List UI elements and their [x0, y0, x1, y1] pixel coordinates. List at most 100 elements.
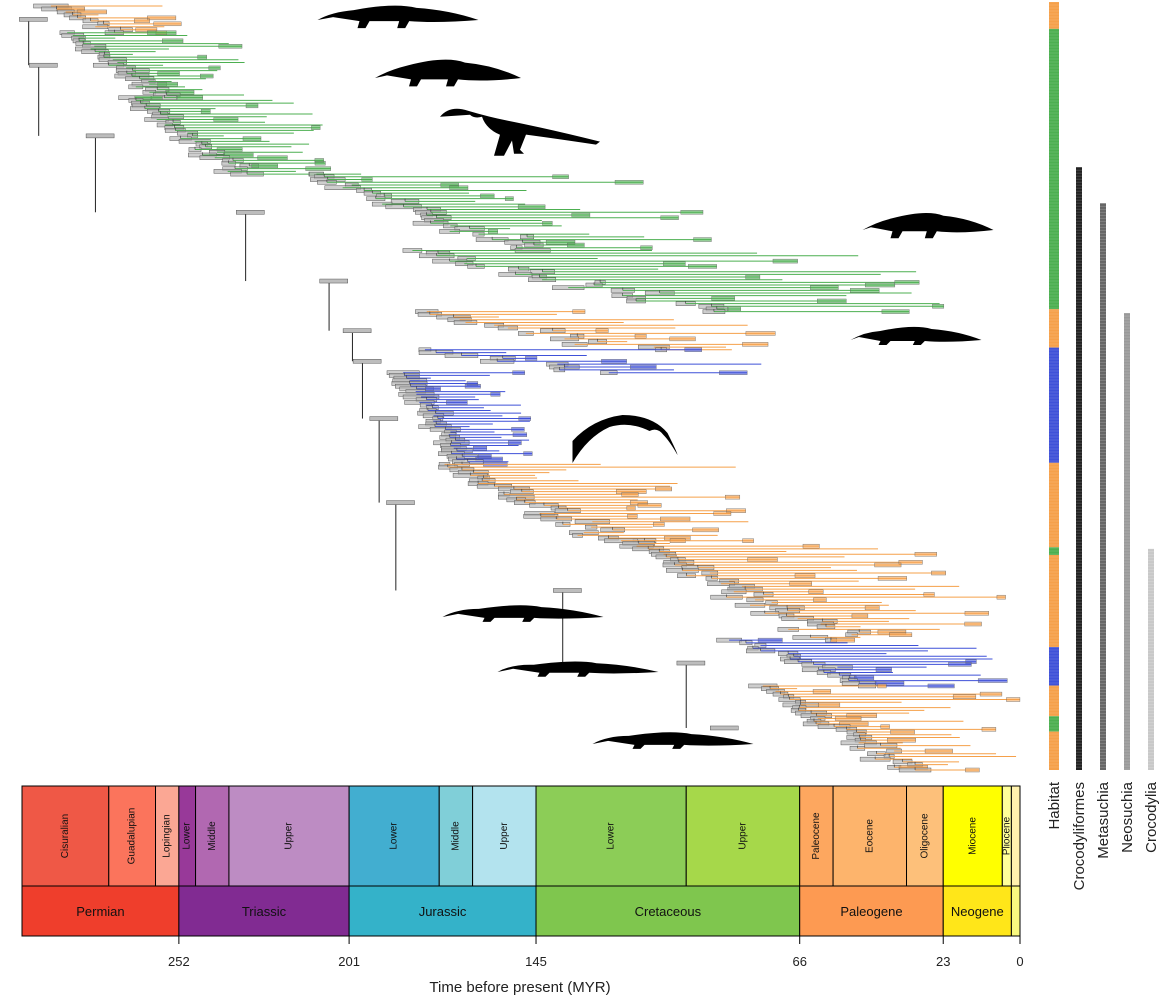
tip-range-bar	[931, 570, 946, 576]
tip-range-bar	[727, 306, 741, 312]
tip-range-bar	[711, 296, 735, 301]
tip-range-bar	[817, 298, 847, 304]
epoch-label: Middle	[450, 821, 461, 851]
tip-range-bar	[726, 508, 746, 513]
tip-range-bar	[927, 683, 955, 689]
clade-age-bar	[85, 133, 115, 139]
tip-range-bar	[979, 691, 1003, 697]
epoch-label: Lower	[606, 822, 617, 850]
period-label: Paleogene	[840, 904, 902, 919]
tip-range-bar	[834, 716, 862, 721]
epoch-label: Upper	[737, 822, 748, 850]
tip-range-bar	[996, 594, 1006, 600]
tip-range-bar	[874, 562, 902, 568]
epoch-label: Upper	[499, 822, 510, 850]
epoch-label: Lower	[182, 822, 193, 850]
tip-range-bar	[488, 229, 498, 234]
tip-range-bar	[480, 193, 495, 199]
tip-range-bar	[508, 440, 522, 446]
tip-range-bar	[846, 713, 877, 718]
tip-range-bar	[512, 432, 528, 437]
tip-range-bar	[880, 724, 890, 729]
clade-age-bar	[319, 278, 349, 284]
period-box	[799, 885, 944, 937]
tip-range-bar	[964, 611, 989, 616]
tip-range-bar	[200, 73, 214, 79]
tip-range-bar	[523, 451, 533, 456]
clade-marine	[352, 347, 762, 375]
tip-range-bar	[745, 331, 776, 336]
tip-range-bar	[595, 328, 609, 333]
clade-marine	[676, 637, 1008, 689]
clade-terrestrial	[85, 95, 331, 177]
tip-range-bar	[747, 557, 778, 562]
epoch-box	[1010, 785, 1021, 887]
clade-freshwater	[710, 683, 1021, 773]
tip-range-bar	[446, 400, 468, 405]
clade-terrestrial	[236, 171, 712, 253]
tip-range-bar	[818, 702, 841, 708]
tip-range-bar	[218, 44, 243, 49]
tip-range-bar	[637, 503, 662, 508]
habitat-segment	[1049, 554, 1059, 648]
tip-range-bar	[713, 511, 732, 516]
tip-range-bar	[157, 81, 178, 87]
tip-range-bar	[923, 592, 935, 597]
tip-range-bar	[572, 309, 586, 314]
tip-range-bar	[473, 446, 488, 451]
tip-range-bar	[914, 552, 937, 557]
period-label: Neogene	[951, 904, 1004, 919]
geologic-timescale: Cisuralian Guadalupian Lopingian Lower Middl…	[21, 785, 1021, 937]
silhouettes	[317, 5, 994, 749]
tip-range-bar	[850, 288, 880, 293]
tip-range-bar	[660, 215, 679, 220]
tip-range-bar	[504, 196, 514, 201]
epoch-label: Guadalupian	[127, 808, 138, 865]
habitat-segment	[1049, 716, 1059, 732]
habitat-segment	[1049, 647, 1059, 686]
epoch-box	[228, 785, 350, 887]
epoch-label: Oligocene	[919, 813, 930, 858]
epoch-label: Miocene	[967, 817, 978, 855]
epoch-label: Cisuralian	[60, 814, 71, 858]
tip-range-bar	[813, 597, 827, 603]
clade-age-bar	[369, 416, 399, 421]
clade-terrestrial	[319, 248, 945, 314]
tip-range-bar	[964, 621, 982, 627]
epoch-label: Middle	[207, 821, 218, 851]
tip-range-bar	[511, 427, 525, 432]
tip-range-bar	[854, 675, 875, 681]
tip-range-bar	[875, 667, 892, 672]
tip-range-bar	[745, 274, 761, 280]
tip-range-bar	[981, 727, 997, 732]
clade-freshwater	[386, 462, 749, 544]
tip-range-bar	[660, 516, 691, 522]
theropod-silhouette	[440, 108, 600, 156]
habitat-segment	[1049, 309, 1059, 348]
tip-range-bar	[802, 543, 820, 549]
tip-range-bar	[627, 514, 638, 519]
habitat-segment	[1049, 2, 1059, 29]
tip-range-bar	[794, 573, 816, 578]
tip-range-bar	[864, 282, 896, 288]
tip-range-bar	[571, 212, 591, 218]
clade-freshwater	[19, 3, 182, 35]
tip-range-bar	[490, 392, 501, 397]
period-box	[348, 885, 537, 937]
x-tick-label: 145	[525, 954, 547, 969]
phylogenetic-tree	[19, 3, 1021, 773]
clade-age-bar	[29, 62, 58, 68]
epoch-label: Lower	[389, 822, 400, 850]
clade-range-bar	[1100, 203, 1106, 770]
side-bar-label: Habitat	[1046, 781, 1063, 829]
tip-range-bar	[208, 65, 221, 71]
tip-range-bar	[810, 285, 839, 290]
tip-range-bar	[894, 280, 920, 285]
tip-range-bar	[135, 27, 158, 32]
tip-range-bar	[924, 748, 953, 754]
tip-range-bar	[449, 185, 469, 190]
tip-range-bar	[965, 767, 980, 773]
tip-range-bar	[663, 261, 686, 266]
tip-range-bar	[864, 605, 880, 611]
tip-range-bar	[830, 637, 855, 643]
